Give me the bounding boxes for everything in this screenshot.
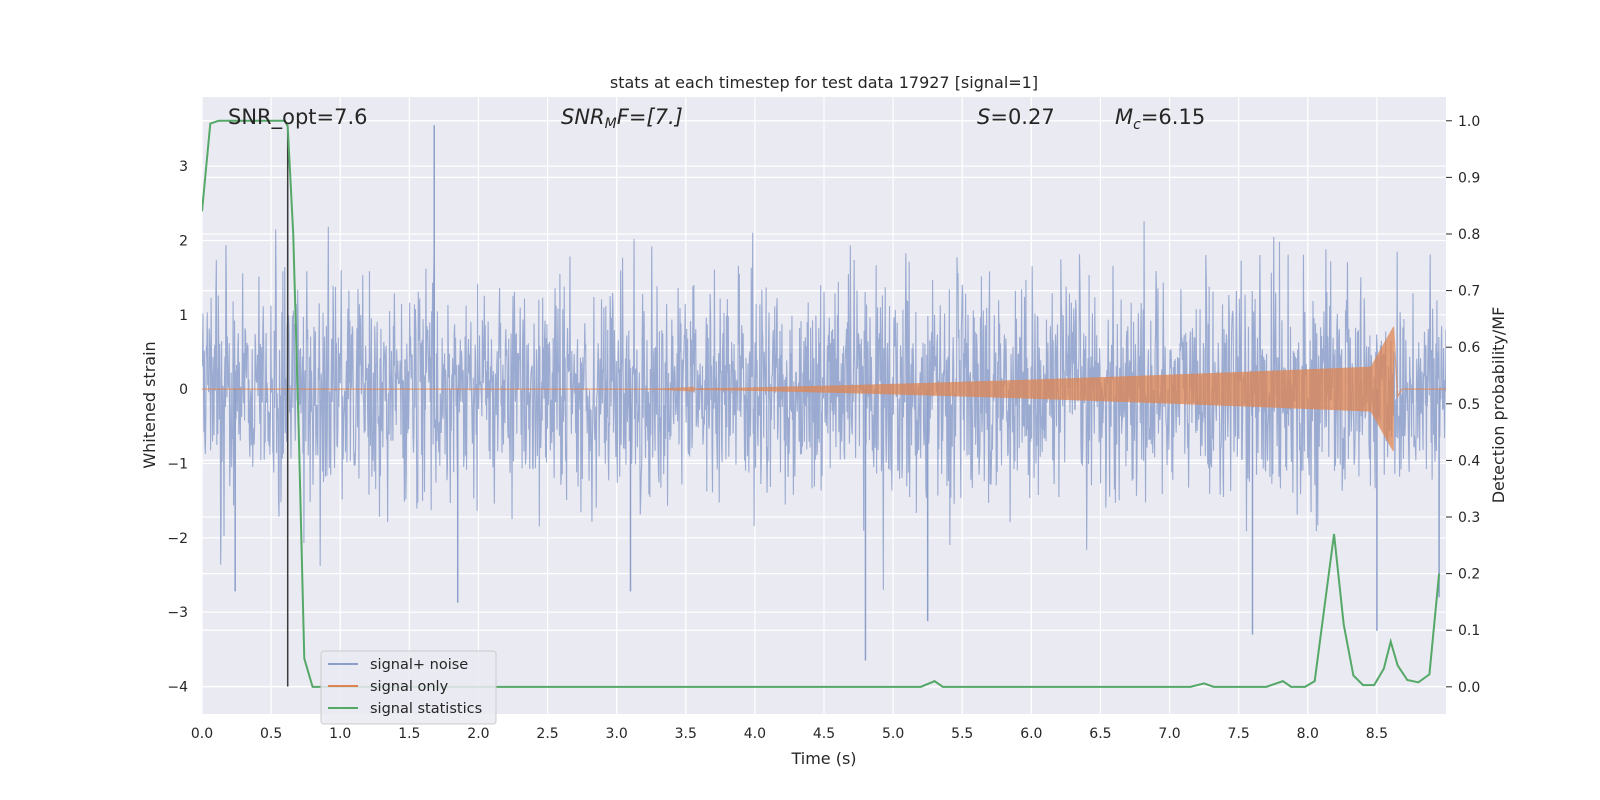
x-tick-label: 1.5	[398, 726, 420, 742]
x-tick-label: 6.5	[1089, 726, 1111, 742]
y-tick-label-right: 0.2	[1458, 567, 1480, 583]
annotation-s: S=0.27	[977, 105, 1055, 129]
annotation-snr-opt: SNR_opt=7.6	[228, 105, 368, 130]
signal-noise-line	[202, 221, 1446, 590]
series-signal-statistics	[202, 119, 1441, 688]
y-tick-label-left: 3	[179, 159, 188, 175]
chart-title: stats at each timestep for test data 179…	[610, 73, 1038, 92]
legend-label-signal-statistics: signal statistics	[370, 701, 482, 717]
series-signal-noise	[202, 125, 1446, 661]
y-axis-right-label: Detection probability/MF	[1489, 307, 1508, 504]
y-tick-label-right: 0.1	[1458, 623, 1480, 639]
y-tick-label-left: 2	[179, 233, 188, 249]
x-axis-ticks: 0.0 0.5 1.0 1.5 2.0 2.5 3.0 3.5 4.0 4.5 5.0 5.5 6.0 6…	[191, 726, 1388, 742]
x-tick-label: 3.5	[675, 726, 697, 742]
signal-only-line	[202, 326, 1446, 452]
x-tick-label: 7.0	[1158, 726, 1180, 742]
x-tick-label: 5.5	[951, 726, 973, 742]
x-tick-label: 8.0	[1297, 726, 1319, 742]
legend-label-signal-noise: signal+ noise	[370, 657, 468, 673]
x-tick-label: 7.5	[1228, 726, 1250, 742]
x-tick-label: 1.0	[329, 726, 351, 742]
y-tick-label-right: 0.6	[1458, 340, 1480, 356]
y-axis-left-label: Whitened strain	[140, 341, 159, 468]
x-tick-label: 8.5	[1366, 726, 1388, 742]
y-tick-label-right: 0.5	[1458, 397, 1480, 413]
annotation-snr-mf: SNRMF=[7.]	[561, 105, 683, 132]
y-tick-label-left: 1	[179, 308, 188, 324]
x-tick-label: 4.0	[744, 726, 766, 742]
y-tick-label-left: −2	[167, 531, 188, 547]
y-tick-label-left: 0	[179, 382, 188, 398]
series-signal-only	[202, 326, 1446, 452]
x-tick-label: 0.0	[191, 726, 213, 742]
y-tick-label-right: 0.3	[1458, 510, 1480, 526]
x-tick-label: 0.5	[260, 726, 282, 742]
y-axis-left-ticks: −4 −3 −2 −1 0 1 2 3	[167, 159, 188, 695]
y-tick-label-right: 0.4	[1458, 453, 1480, 469]
y-tick-label-right: 0.9	[1458, 170, 1480, 186]
x-axis-label: Time (s)	[790, 749, 856, 768]
y-tick-label-left: −3	[167, 605, 188, 621]
legend-box	[320, 650, 497, 725]
x-tick-label: 2.0	[467, 726, 489, 742]
legend: signal+ noise signal only signal statist…	[320, 650, 497, 725]
annotation-mc: Mc=6.15	[1115, 105, 1205, 133]
grid	[201, 97, 1446, 714]
y-tick-label-left: −4	[167, 679, 188, 695]
x-tick-label: 5.0	[882, 726, 904, 742]
y-axis-right-ticks: 0.0 0.1 0.2 0.3 0.4 0.5 0.6 0.7 0.8 0.9 1.0	[1446, 114, 1480, 696]
x-tick-label: 6.0	[1020, 726, 1042, 742]
x-tick-label: 2.5	[536, 726, 558, 742]
y-tick-label-left: −1	[167, 456, 188, 472]
y-tick-label-right: 1.0	[1458, 114, 1480, 130]
y-tick-label-right: 0.0	[1458, 680, 1480, 696]
x-tick-label: 4.5	[813, 726, 835, 742]
legend-label-signal-only: signal only	[370, 679, 449, 695]
x-tick-label: 3.0	[606, 726, 628, 742]
y-tick-label-right: 0.7	[1458, 284, 1480, 300]
signal-statistics-line	[202, 119, 1441, 688]
y-tick-label-right: 0.8	[1458, 227, 1480, 243]
